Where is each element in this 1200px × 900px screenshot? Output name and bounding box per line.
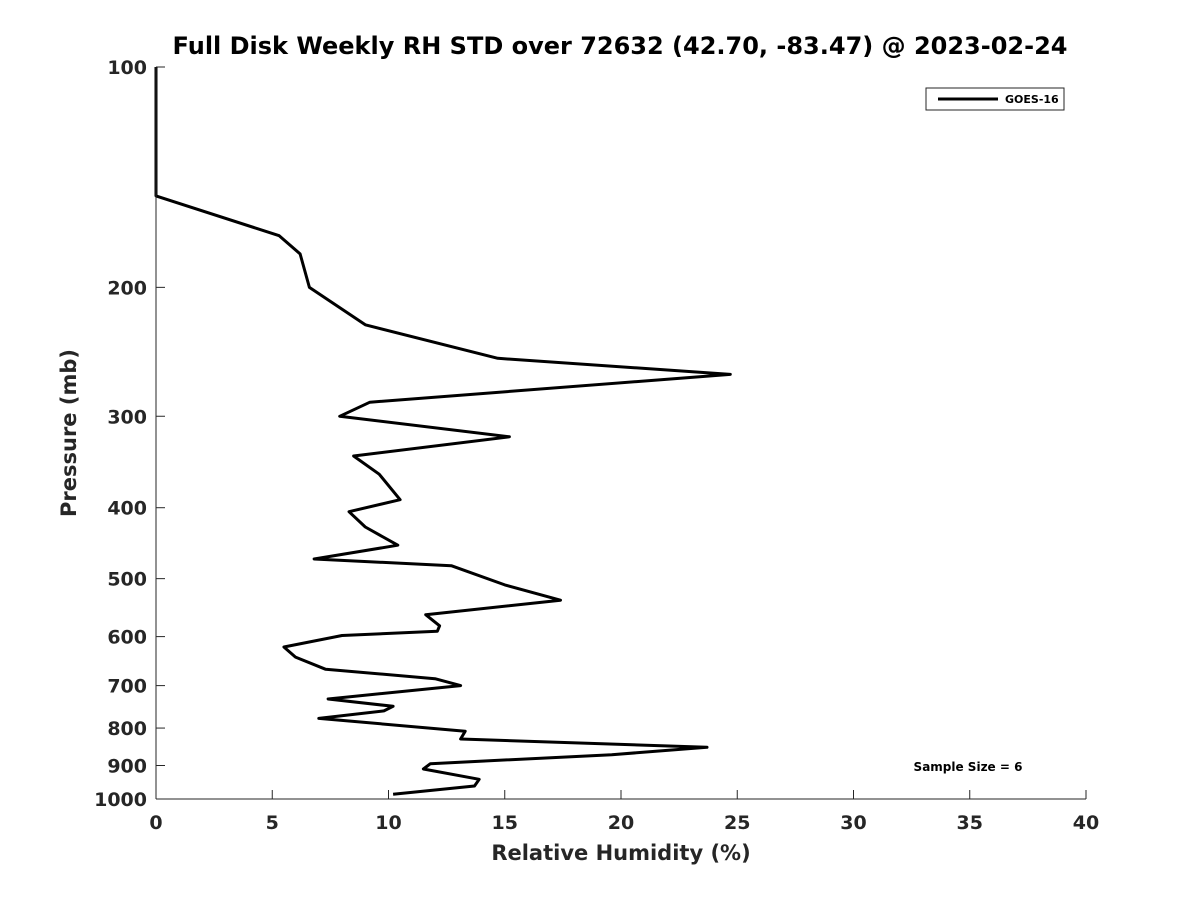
x-axis-label: Relative Humidity (%) bbox=[491, 841, 750, 865]
x-tick-label: 15 bbox=[492, 812, 518, 834]
y-tick-label: 400 bbox=[107, 498, 147, 520]
y-tick-label: 300 bbox=[107, 406, 147, 428]
series-line-goes-16 bbox=[154, 67, 732, 796]
y-tick-label: 600 bbox=[107, 627, 147, 649]
sample-size-annotation: Sample Size = 6 bbox=[914, 760, 1023, 774]
y-tick-label: 900 bbox=[107, 756, 147, 778]
y-tick-label: 200 bbox=[107, 277, 147, 299]
x-tick-label: 30 bbox=[840, 812, 866, 834]
x-tick-label: 35 bbox=[957, 812, 983, 834]
x-tick-label: 40 bbox=[1073, 812, 1099, 834]
x-tick-label: 5 bbox=[266, 812, 279, 834]
x-tick-label: 0 bbox=[149, 812, 162, 834]
y-tick-label: 1000 bbox=[94, 789, 147, 811]
chart-title: Full Disk Weekly RH STD over 72632 (42.7… bbox=[173, 32, 1068, 60]
legend-label-goes-16: GOES-16 bbox=[1005, 93, 1059, 106]
y-tick-label: 700 bbox=[107, 676, 147, 698]
x-tick-label: 20 bbox=[608, 812, 634, 834]
y-tick-label: 800 bbox=[107, 718, 147, 740]
x-tick-label: 25 bbox=[724, 812, 750, 834]
y-axis-label: Pressure (mb) bbox=[57, 349, 81, 517]
legend: GOES-16 bbox=[925, 87, 1065, 111]
y-tick-label: 500 bbox=[107, 569, 147, 591]
tick-group: 0 5 10 15 20 25 30 35 40 100 200 300 400 500 600 700 800… bbox=[94, 57, 1099, 834]
y-tick-label: 100 bbox=[107, 57, 147, 79]
x-tick-label: 10 bbox=[375, 812, 401, 834]
